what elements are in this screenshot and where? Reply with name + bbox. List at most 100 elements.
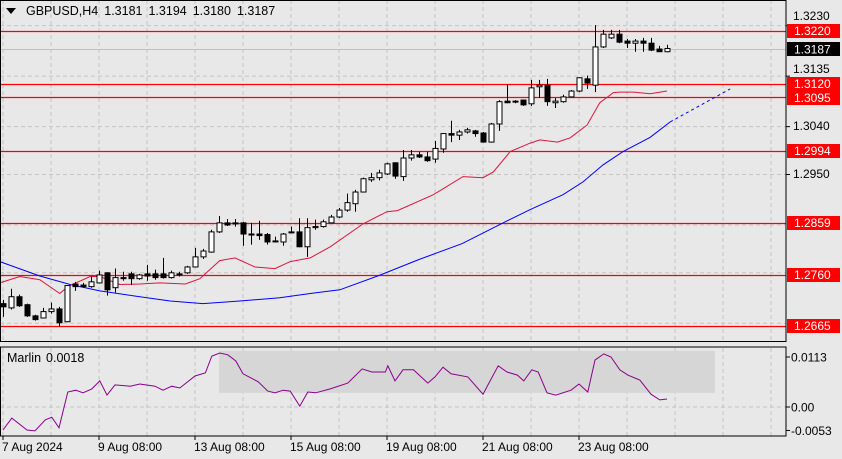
candle-body-bearish bbox=[24, 304, 31, 317]
indicator-pane-frame bbox=[0, 346, 787, 437]
candle-body-bullish bbox=[168, 272, 175, 279]
candle bbox=[384, 162, 391, 176]
candle bbox=[280, 232, 287, 246]
candle-body-bearish bbox=[416, 154, 423, 158]
candle bbox=[392, 162, 399, 179]
candle bbox=[240, 221, 247, 246]
candle-body-bearish bbox=[240, 222, 247, 235]
candle-body-bullish bbox=[320, 221, 327, 228]
candle-body-bearish bbox=[648, 42, 655, 51]
candle-body-bearish bbox=[120, 277, 127, 280]
candle-body-bearish bbox=[656, 48, 663, 53]
candle-body-bearish bbox=[152, 273, 159, 279]
candle bbox=[176, 271, 183, 277]
candle bbox=[24, 303, 31, 317]
candle-body-bullish bbox=[176, 273, 183, 276]
level-label-bg bbox=[787, 319, 840, 333]
candle bbox=[464, 127, 471, 134]
candle-body-bullish bbox=[304, 227, 311, 248]
candle-body-bullish bbox=[408, 154, 415, 159]
candle bbox=[504, 84, 511, 104]
candle bbox=[88, 276, 95, 288]
candle bbox=[16, 294, 23, 307]
indicator-pane bbox=[0, 348, 786, 436]
candle-body-bullish bbox=[376, 172, 383, 179]
candle bbox=[192, 247, 199, 268]
candle-body-bearish bbox=[544, 84, 551, 103]
candle bbox=[336, 207, 343, 219]
candle bbox=[512, 100, 519, 104]
candle-body-bearish bbox=[616, 33, 623, 43]
candle-body-bearish bbox=[640, 40, 647, 44]
candle bbox=[208, 229, 215, 253]
candle-body-bearish bbox=[520, 99, 527, 106]
x-tick-label: 13 Aug 08:00 bbox=[194, 440, 265, 454]
high-price: 1.3194 bbox=[148, 4, 187, 18]
candle bbox=[320, 219, 327, 228]
indicator-header: Marlin 0.0018 bbox=[7, 351, 84, 365]
level-label-bg bbox=[787, 216, 840, 230]
y-tick-label: 1.3135 bbox=[793, 62, 830, 76]
candle bbox=[96, 270, 103, 284]
chart-menu-triangle-icon[interactable] bbox=[6, 8, 16, 14]
candle-body-bullish bbox=[456, 131, 463, 136]
indicator-line bbox=[2, 352, 668, 432]
y-tick-label: 1.3040 bbox=[793, 119, 830, 133]
candle-body-bearish bbox=[144, 273, 151, 277]
main-pane bbox=[0, 0, 786, 341]
candle-body-bullish bbox=[592, 46, 599, 86]
candle bbox=[344, 193, 351, 212]
candle-body-bearish bbox=[0, 303, 7, 308]
candle bbox=[640, 37, 647, 52]
candle bbox=[232, 219, 239, 227]
candle bbox=[400, 150, 407, 181]
candle bbox=[272, 236, 279, 243]
candle-body-bearish bbox=[248, 233, 255, 236]
current-price-label: 1.3187 bbox=[794, 43, 831, 57]
candle bbox=[488, 122, 495, 143]
candle-body-bearish bbox=[232, 222, 239, 225]
level-label-bg bbox=[787, 91, 840, 105]
candle-body-bullish bbox=[112, 277, 119, 289]
x-tick-label: 9 Aug 08:00 bbox=[98, 440, 162, 454]
level-label: 1.3120 bbox=[794, 77, 831, 91]
indicator-value: 0.0018 bbox=[46, 351, 85, 365]
candle bbox=[136, 273, 143, 280]
level-label-bg bbox=[787, 144, 840, 158]
candle-body-bullish bbox=[536, 84, 543, 88]
candle bbox=[480, 131, 487, 143]
low-price: 1.3180 bbox=[192, 4, 231, 18]
candle-body-bullish bbox=[216, 222, 223, 233]
candle bbox=[536, 79, 543, 98]
symbol-timeframe: GBPUSD,H4 bbox=[26, 4, 99, 18]
candle bbox=[72, 281, 79, 291]
candle bbox=[496, 100, 503, 131]
candle bbox=[648, 37, 655, 52]
candle bbox=[440, 133, 447, 153]
candle bbox=[152, 269, 159, 280]
candle-body-bearish bbox=[424, 156, 431, 162]
candle bbox=[568, 89, 575, 98]
candle bbox=[56, 306, 63, 327]
candle-body-bearish bbox=[512, 100, 519, 103]
candle-body-bullish bbox=[440, 133, 447, 150]
candle bbox=[592, 25, 599, 93]
open-price: 1.3181 bbox=[104, 4, 143, 18]
candle-body-bullish bbox=[336, 209, 343, 218]
candle-body-bullish bbox=[184, 266, 191, 274]
main-pane-frame bbox=[0, 0, 787, 342]
candle-body-bullish bbox=[488, 123, 495, 143]
level-label: 1.2859 bbox=[794, 216, 831, 230]
candle-body-bullish bbox=[464, 129, 471, 133]
candle bbox=[560, 94, 567, 103]
candle-body-bullish bbox=[288, 231, 295, 234]
candle-body-bearish bbox=[296, 231, 303, 248]
candle-body-bearish bbox=[480, 132, 487, 143]
candle bbox=[624, 38, 631, 48]
candle-body-bearish bbox=[584, 78, 591, 84]
candle bbox=[632, 38, 639, 52]
x-tick-label: 19 Aug 08:00 bbox=[386, 440, 457, 454]
candle-body-bullish bbox=[368, 177, 375, 181]
level-label: 1.2665 bbox=[794, 319, 831, 333]
